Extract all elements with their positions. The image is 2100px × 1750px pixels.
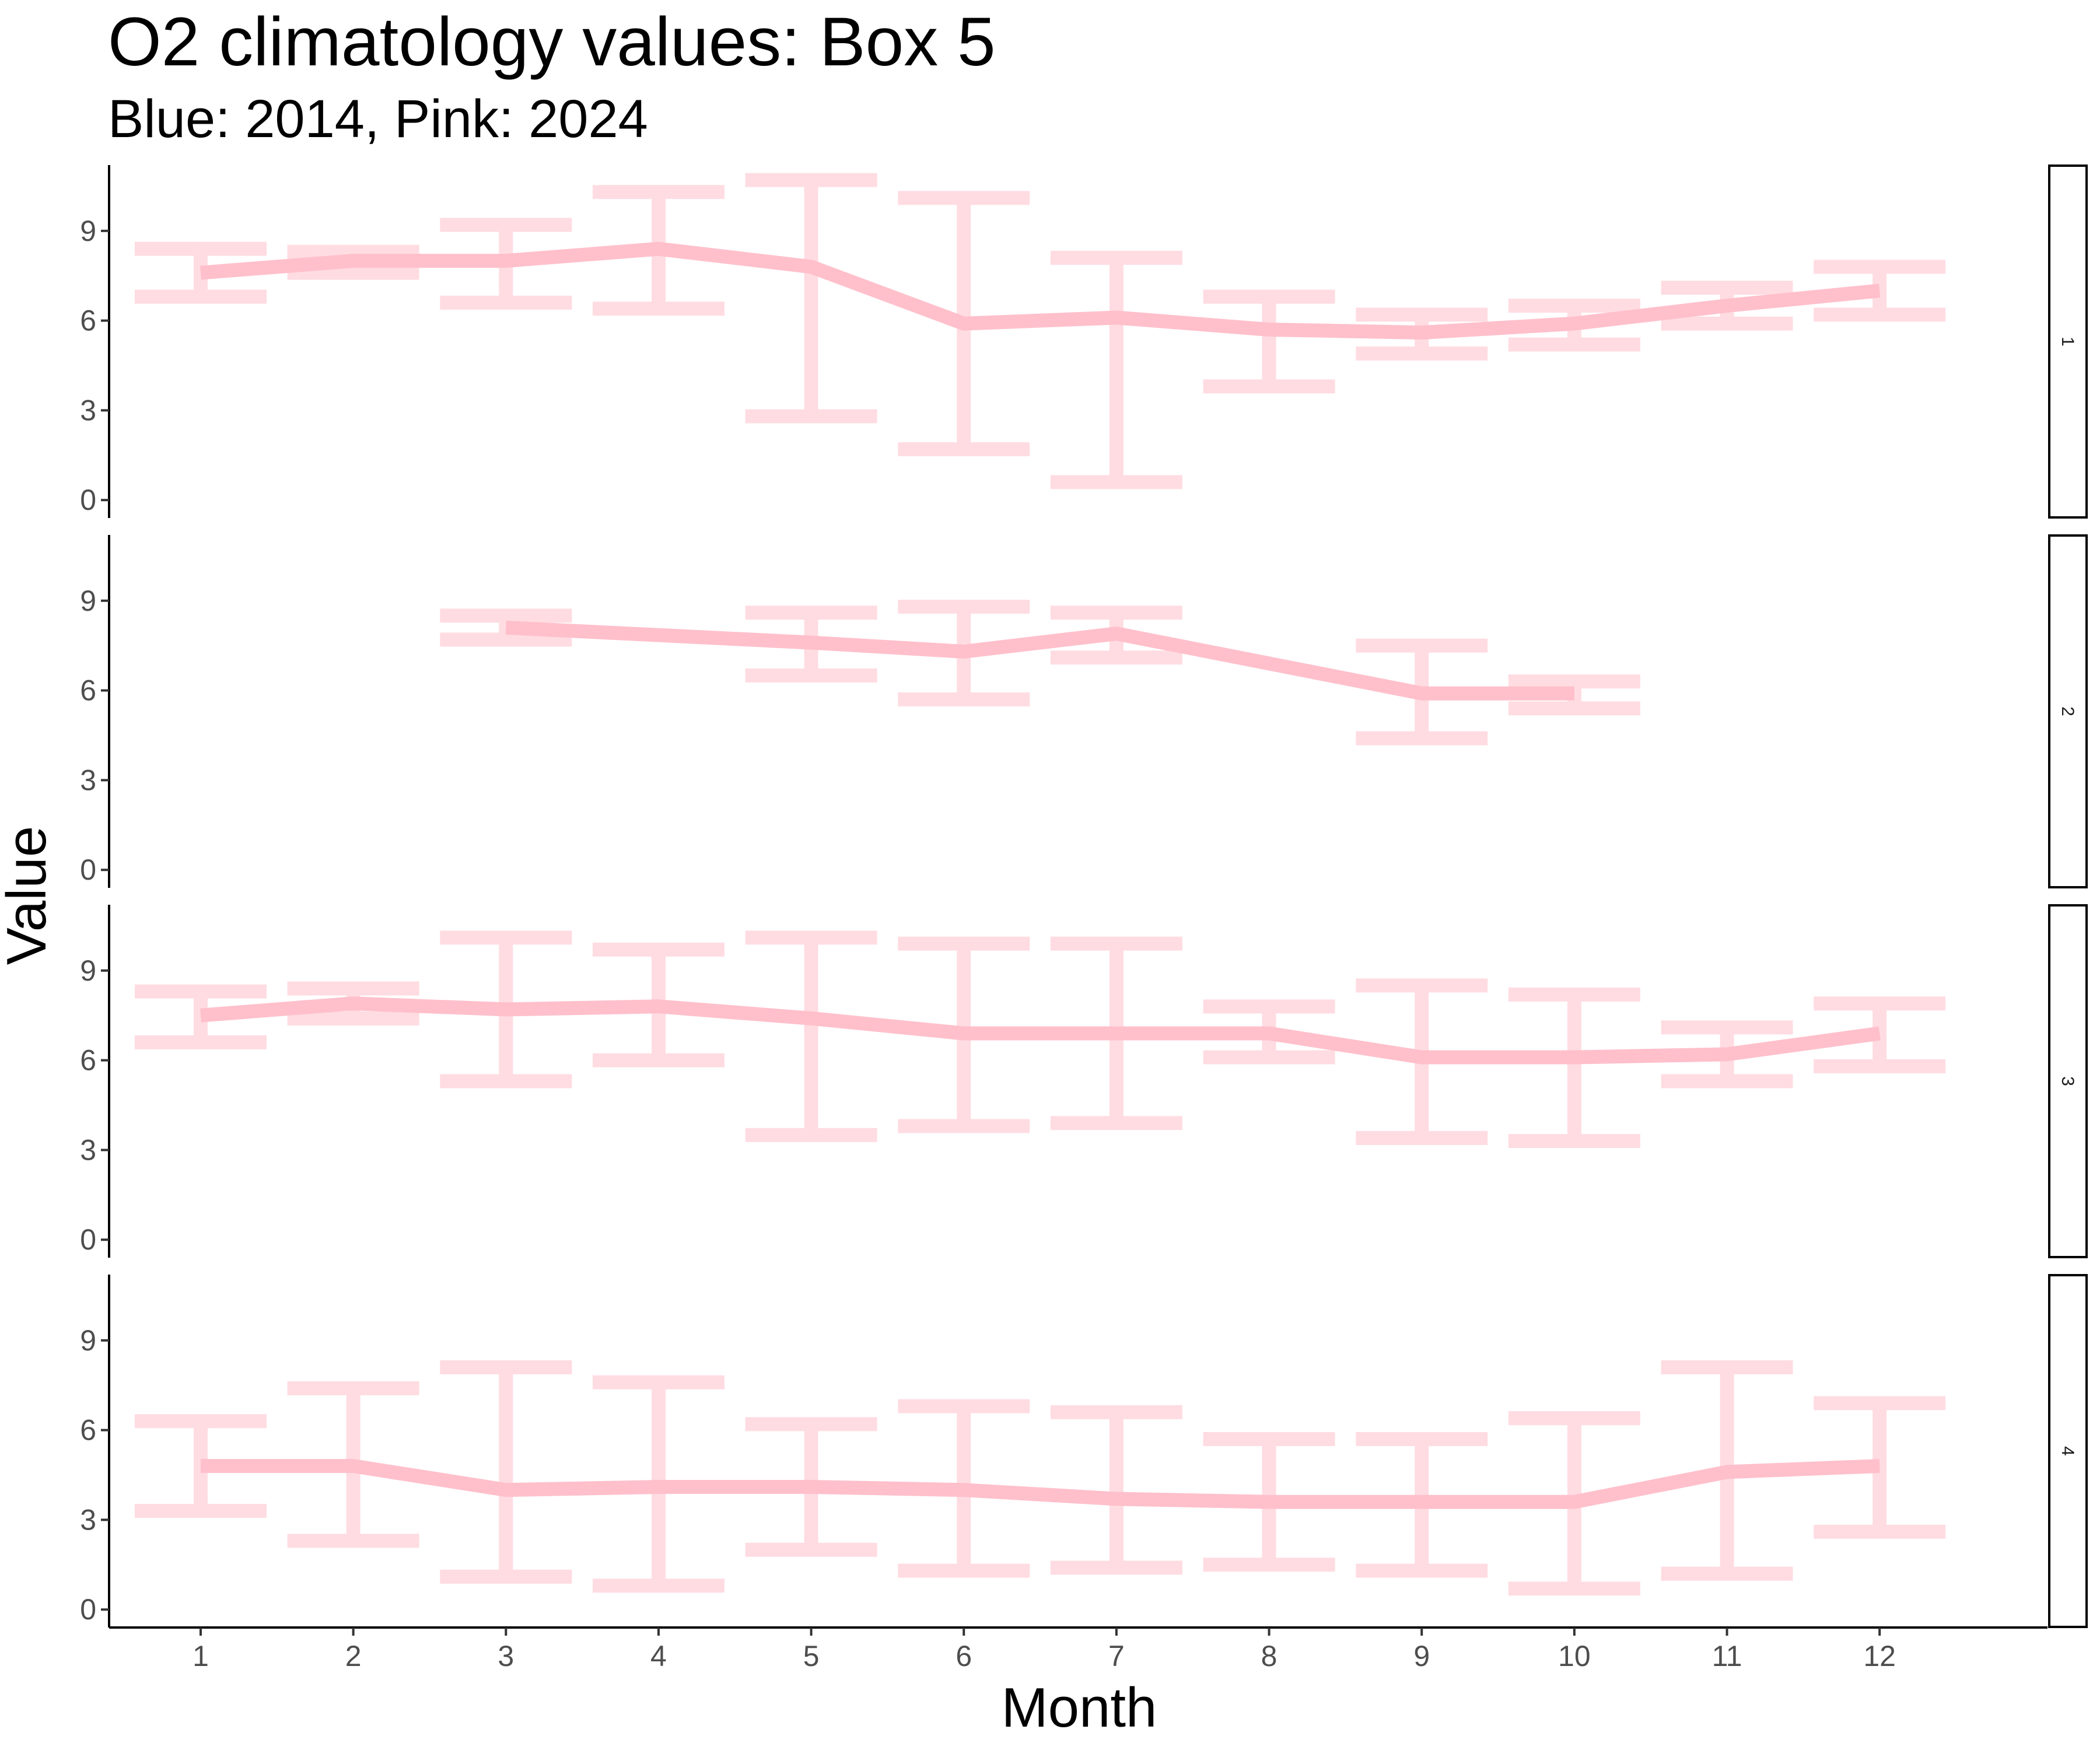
y-tick-label: 3: [80, 1503, 96, 1536]
x-tick-label: 4: [650, 1640, 667, 1672]
x-tick-label: 1: [192, 1640, 209, 1672]
y-tick-label: 3: [80, 1133, 96, 1166]
x-axis-title: Month: [1002, 1676, 1157, 1739]
y-tick-label: 6: [80, 304, 96, 337]
y-tick-label: 6: [80, 1044, 96, 1077]
error-bars: [134, 173, 1946, 489]
series-line-panel-4: [201, 1459, 1880, 1509]
facet-strip: [2048, 1274, 2088, 1628]
y-tick-label: 3: [80, 764, 96, 796]
facet-strip: [2048, 534, 2088, 888]
panel-4: 0 3 6 9 4: [80, 1274, 2088, 1628]
x-tick-label: 11: [1712, 1640, 1742, 1672]
x-tick-label: 8: [1261, 1640, 1278, 1672]
panel-2: 0 3 6 9 2: [80, 534, 2088, 888]
y-tick-label: 0: [80, 1593, 96, 1626]
chart-title: O2 climatology values: Box 5: [108, 4, 996, 80]
y-tick-label: 3: [80, 394, 96, 426]
x-tick-label: 2: [345, 1640, 362, 1672]
y-tick-label: 6: [80, 674, 96, 707]
facet-strip-label: 1: [2058, 337, 2077, 346]
panels-group: 0 3 6 9 1 0 3 6 9 2 0 3 6 9 3 0 3 6 9 4: [80, 164, 2088, 1628]
chart-subtitle: Blue: 2014, Pink: 2024: [108, 89, 648, 149]
x-tick-label: 10: [1558, 1640, 1591, 1672]
y-tick-label: 0: [80, 1223, 96, 1256]
facet-strip: [2048, 904, 2088, 1258]
x-tick-label: 12: [1863, 1640, 1896, 1672]
y-tick-label: 0: [80, 853, 96, 886]
facet-strip-label: 3: [2058, 1076, 2077, 1086]
y-tick-label: 9: [80, 1324, 96, 1357]
x-axis: 1 2 3 4 5 6 7 8 9 10 11 12: [109, 1626, 2048, 1672]
y-axis-title: Value: [0, 826, 58, 965]
error-bars: [134, 1360, 1946, 1596]
facet-strip-label: 2: [2058, 706, 2077, 716]
y-tick-label: 0: [80, 484, 96, 516]
facet-strip-label: 4: [2058, 1446, 2077, 1456]
series-line-panel-1: [200, 242, 1881, 340]
x-tick-label: 7: [1108, 1640, 1125, 1672]
x-tick-label: 5: [803, 1640, 820, 1672]
x-tick-label: 6: [956, 1640, 972, 1672]
x-tick-label: 9: [1413, 1640, 1430, 1672]
panel-3: 0 3 6 9 3: [80, 904, 2088, 1258]
y-tick-label: 9: [80, 954, 96, 987]
y-tick-label: 9: [80, 584, 96, 617]
x-tick-label: 3: [498, 1640, 514, 1672]
series-line-panel-2: [505, 620, 1574, 701]
series-line-panel-3: [200, 996, 1881, 1065]
facet-strip: [2048, 164, 2088, 519]
y-tick-label: 6: [80, 1414, 96, 1447]
panel-1: 0 3 6 9 1: [80, 164, 2088, 519]
y-tick-label: 9: [80, 215, 96, 247]
